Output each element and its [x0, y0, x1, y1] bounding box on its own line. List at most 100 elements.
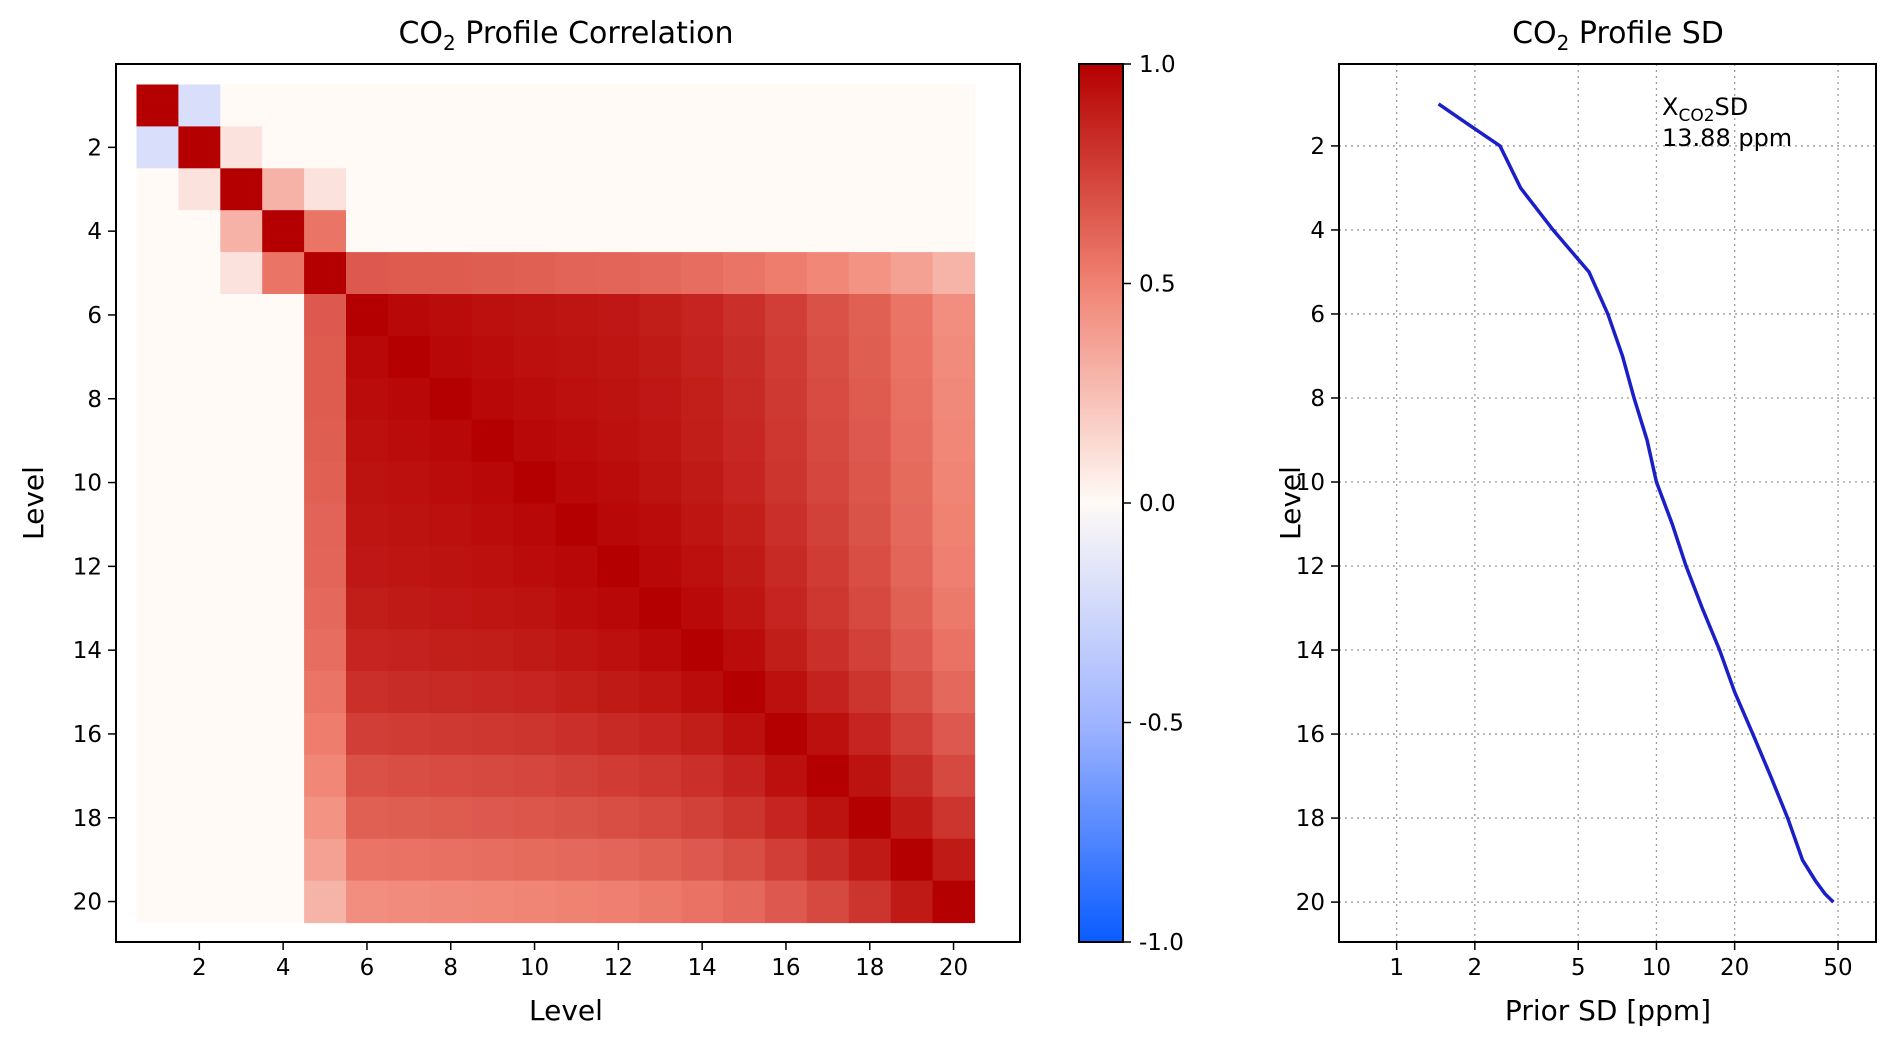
heatmap-cell [304, 335, 347, 379]
heatmap-cell [220, 629, 263, 672]
heatmap-cell [262, 796, 305, 840]
heatmap-cell [178, 419, 221, 463]
heatmap-cell [848, 335, 892, 379]
heatmap-cell [429, 419, 473, 463]
heatmap-cell [597, 880, 640, 924]
heatmap-cell [806, 210, 850, 253]
heatmap-cell [555, 252, 598, 295]
heatmap-cell [220, 252, 263, 295]
heatmap-cell [471, 629, 515, 672]
heatmap-cell [136, 880, 179, 924]
heatmap-cell [932, 335, 976, 379]
heatmap-cell [471, 545, 515, 588]
heatmap-x-tick-label: 6 [360, 955, 375, 981]
heatmap-cell [723, 713, 766, 756]
heatmap-cell [220, 713, 263, 756]
heatmap-cell [262, 294, 305, 337]
heatmap-cell [765, 252, 808, 295]
heatmap-cell [806, 796, 850, 840]
heatmap-cell [346, 503, 389, 546]
heatmap-cell [681, 252, 724, 295]
heatmap-cell [346, 629, 389, 672]
heatmap-cell [639, 671, 682, 714]
heatmap-cell [262, 210, 305, 253]
heatmap-cell [681, 671, 724, 714]
heatmap-x-tick-label: 12 [604, 955, 633, 981]
heatmap-cell [178, 210, 221, 253]
heatmap-cell [346, 461, 389, 505]
heatmap-cell [806, 126, 850, 169]
heatmap-cell [639, 419, 682, 463]
heatmap-cell [136, 168, 179, 211]
heatmap-cell [765, 629, 808, 672]
heatmap-cell [513, 629, 557, 672]
heatmap-cell [346, 168, 389, 211]
heatmap-cell [765, 838, 808, 882]
heatmap-cell [387, 629, 431, 672]
heatmap-cell [387, 754, 431, 798]
heatmap-cell [597, 838, 640, 882]
heatmap-cell [346, 294, 389, 337]
heatmap-cell [513, 210, 557, 253]
heatmap-cell [387, 503, 431, 546]
heatmap-cell [178, 629, 221, 672]
heatmap-x-tick-label: 2 [192, 955, 207, 981]
heatmap-cell [136, 461, 179, 505]
heatmap-cell [597, 335, 640, 379]
heatmap-cell [262, 168, 305, 211]
profile-y-tick-label: 16 [1296, 722, 1325, 748]
heatmap-cell [346, 252, 389, 295]
heatmap-cell [765, 796, 808, 840]
heatmap-cell [429, 168, 473, 211]
heatmap-cell [220, 210, 263, 253]
heatmap-cell [513, 419, 557, 463]
heatmap-cell [765, 503, 808, 546]
heatmap-cell [136, 419, 179, 463]
heatmap-cell [429, 84, 473, 127]
heatmap-cell [471, 503, 515, 546]
heatmap-cell [681, 419, 724, 463]
heatmap-cell [429, 754, 473, 798]
heatmap-cell [639, 880, 682, 924]
heatmap-cell [806, 671, 850, 714]
heatmap-cell [304, 377, 347, 421]
heatmap-cell [136, 629, 179, 672]
heatmap-cell [890, 671, 934, 714]
heatmap-cell [304, 796, 347, 840]
heatmap-cell [178, 713, 221, 756]
heatmap-cell [639, 754, 682, 798]
heatmap-cell [304, 503, 347, 546]
heatmap-cell [597, 754, 640, 798]
heatmap-cell [597, 671, 640, 714]
heatmap-cell [513, 294, 557, 337]
heatmap-cell [681, 629, 724, 672]
heatmap-cell [304, 671, 347, 714]
profile-x-label: Prior SD [ppm] [1505, 994, 1711, 1027]
heatmap-cell [848, 294, 892, 337]
heatmap-cell [639, 210, 682, 253]
heatmap-cell [597, 168, 640, 211]
heatmap-cell [304, 713, 347, 756]
heatmap-cell [136, 796, 179, 840]
heatmap-cell [765, 880, 808, 924]
heatmap-cell [387, 335, 431, 379]
heatmap-cell [639, 335, 682, 379]
heatmap-cell [848, 461, 892, 505]
heatmap-cell [597, 294, 640, 337]
heatmap-cell [429, 294, 473, 337]
heatmap-cell [555, 419, 598, 463]
heatmap-cell [513, 838, 557, 882]
heatmap-cell [304, 880, 347, 924]
heatmap-cell [513, 754, 557, 798]
heatmap-cell [681, 126, 724, 169]
heatmap-cell [304, 168, 347, 211]
heatmap-cell [304, 461, 347, 505]
heatmap-cell [848, 126, 892, 169]
heatmap-cell [178, 503, 221, 546]
heatmap-cell [932, 671, 976, 714]
heatmap-cell [681, 754, 724, 798]
heatmap-cell [471, 587, 515, 630]
heatmap-cell [723, 126, 766, 169]
heatmap-cell [890, 629, 934, 672]
profile-y-ticks: 2 4 6 8 10 12 14 16 18 20 [1296, 134, 1339, 916]
